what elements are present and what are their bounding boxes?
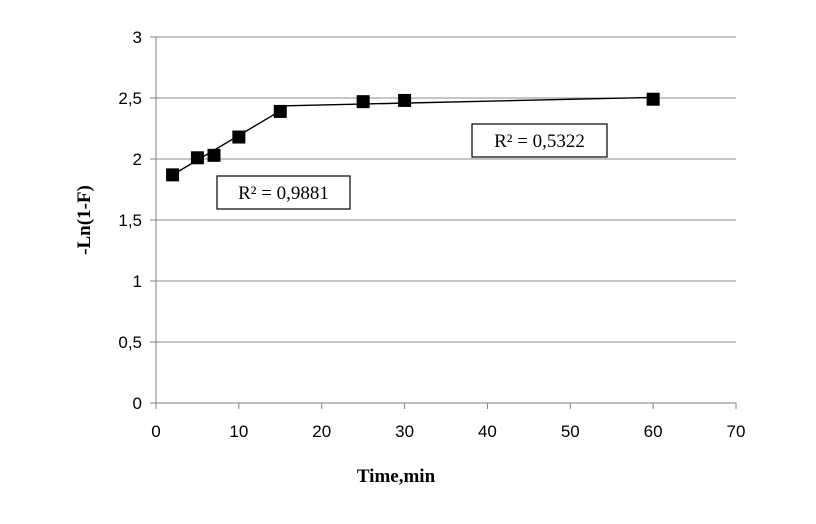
grid-lines <box>156 36 736 343</box>
y-tick-label: 0,5 <box>118 333 142 352</box>
data-point <box>356 95 370 109</box>
r-squared-label: R² = 0,5322 <box>494 131 585 152</box>
data-point <box>646 92 660 106</box>
y-tick-label: 3 <box>133 28 142 47</box>
r-squared-label: R² = 0,9881 <box>238 183 329 204</box>
y-tick-label: 2,5 <box>118 89 142 108</box>
x-tick-label: 40 <box>478 422 497 441</box>
trendlines <box>172 96 654 176</box>
y-axis-ticks: 0 0,5 1 1,5 2 2,5 3 <box>118 28 156 413</box>
x-tick-label: 50 <box>561 422 580 441</box>
data-point <box>398 93 412 107</box>
x-axis-title: Time,min <box>357 466 436 487</box>
trendline <box>280 96 654 107</box>
y-tick-label: 1,5 <box>118 211 142 230</box>
r-squared-box <box>471 123 608 158</box>
x-tick-label: 10 <box>229 422 248 441</box>
x-tick-label: 0 <box>151 422 160 441</box>
r-squared-labels: R² = 0,9881 R² = 0,5322 <box>216 123 608 210</box>
x-axis-ticks: 0 10 20 30 40 50 60 70 <box>151 403 745 441</box>
data-point <box>273 104 287 118</box>
data-point <box>207 148 221 162</box>
y-tick-label: 2 <box>133 150 142 169</box>
r-squared-box <box>216 175 351 210</box>
x-tick-label: 20 <box>312 422 331 441</box>
y-axis-title: -Ln(1-F) <box>74 185 95 255</box>
trendline <box>172 110 281 176</box>
x-tick-label: 60 <box>644 422 663 441</box>
data-point <box>190 151 204 165</box>
data-points <box>166 92 660 182</box>
x-tick-label: 70 <box>727 422 746 441</box>
data-point <box>232 130 246 144</box>
y-tick-label: 0 <box>133 394 142 413</box>
y-tick-label: 1 <box>133 272 142 291</box>
data-point <box>166 168 180 182</box>
x-tick-label: 30 <box>395 422 414 441</box>
